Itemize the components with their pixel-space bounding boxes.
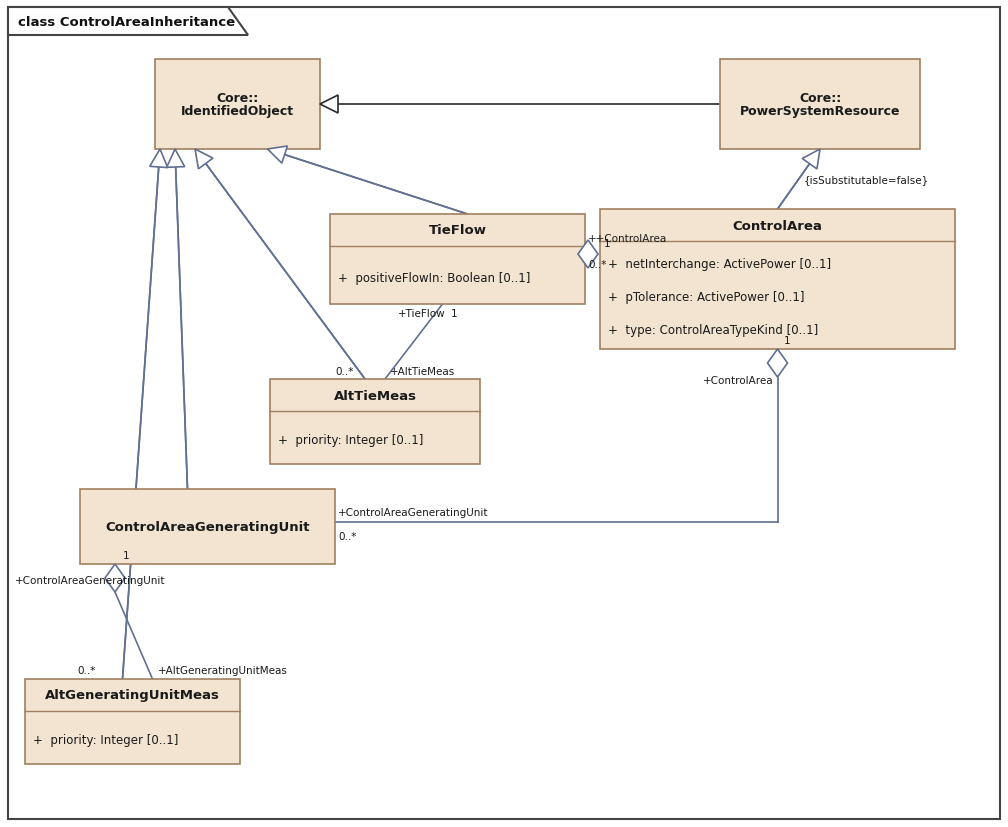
FancyBboxPatch shape [330,215,585,304]
Text: 1: 1 [451,308,457,318]
FancyBboxPatch shape [25,679,240,764]
Text: 0..*: 0..* [338,532,357,542]
Text: Core::: Core:: [217,92,259,104]
Text: {isSubstitutable=false}: {isSubstitutable=false} [803,174,929,184]
Text: 0..*: 0..* [78,665,96,675]
Polygon shape [578,241,598,269]
Text: +  pTolerance: ActivePower [0..1]: + pTolerance: ActivePower [0..1] [608,291,804,304]
Text: +  type: ControlAreaTypeKind [0..1]: + type: ControlAreaTypeKind [0..1] [608,323,818,337]
Text: ControlAreaGeneratingUnit: ControlAreaGeneratingUnit [105,520,309,533]
Text: class ControlAreaInheritance: class ControlAreaInheritance [18,16,235,28]
Text: +AltTieMeas: +AltTieMeas [390,366,456,376]
Text: +AltGeneratingUnitMeas: +AltGeneratingUnitMeas [157,665,287,675]
Polygon shape [802,150,820,170]
Text: ControlArea: ControlArea [733,219,823,232]
Text: +ControlAreaGeneratingUnit: +ControlAreaGeneratingUnit [338,508,489,518]
Polygon shape [105,564,125,592]
Text: +ControlAreaGeneratingUnit: +ControlAreaGeneratingUnit [15,576,165,586]
Text: +  netInterchange: ActivePower [0..1]: + netInterchange: ActivePower [0..1] [608,258,832,271]
Text: +  priority: Integer [0..1]: + priority: Integer [0..1] [33,734,178,746]
Text: AltGeneratingUnitMeas: AltGeneratingUnitMeas [45,689,220,701]
Polygon shape [320,96,338,114]
FancyBboxPatch shape [270,380,480,465]
Text: 1: 1 [123,550,130,561]
FancyBboxPatch shape [80,490,335,564]
Text: 1: 1 [604,239,611,249]
Text: 0..*: 0..* [335,366,354,376]
Text: +TieFlow: +TieFlow [397,308,446,318]
Polygon shape [195,150,213,170]
Text: Core::: Core:: [799,92,841,104]
Text: IdentifiedObject: IdentifiedObject [181,105,294,118]
Text: PowerSystemResource: PowerSystemResource [740,105,900,118]
Text: TieFlow: TieFlow [428,224,487,237]
Text: 1: 1 [783,336,790,346]
Text: +  positiveFlowIn: Boolean [0..1]: + positiveFlowIn: Boolean [0..1] [338,271,530,284]
Text: 0..*: 0..* [588,260,607,270]
Text: +  priority: Integer [0..1]: + priority: Integer [0..1] [278,433,423,447]
FancyBboxPatch shape [155,60,320,150]
Polygon shape [150,150,167,169]
Text: ++ControlArea: ++ControlArea [588,234,667,244]
Polygon shape [166,150,184,168]
FancyBboxPatch shape [720,60,920,150]
Text: +ControlArea: +ControlArea [703,375,773,385]
FancyBboxPatch shape [600,210,955,350]
Polygon shape [267,147,287,164]
Polygon shape [8,8,248,36]
Polygon shape [767,350,787,378]
Text: AltTieMeas: AltTieMeas [334,389,416,402]
